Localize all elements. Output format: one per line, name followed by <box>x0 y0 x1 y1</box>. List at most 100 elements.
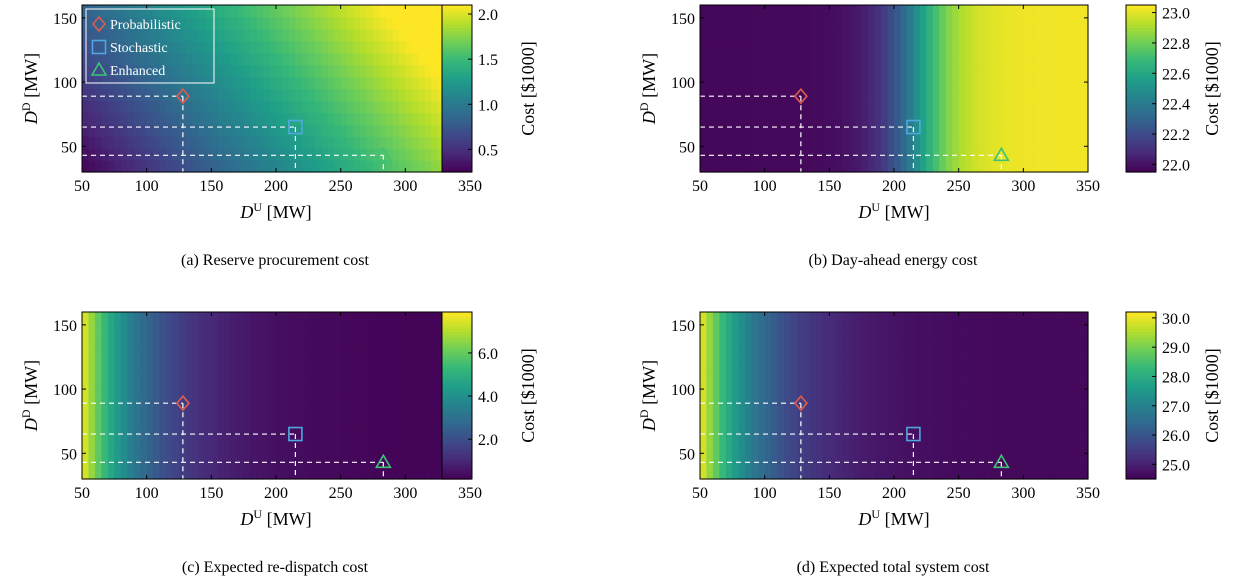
heatmap-cell <box>997 407 1005 420</box>
heatmap-cell <box>797 431 805 444</box>
heatmap-cell <box>159 160 167 173</box>
heatmap-cell <box>269 52 277 66</box>
colorbar-label: Cost [$1000] <box>1202 348 1222 443</box>
heatmap-cell <box>764 112 772 125</box>
heatmap-cell <box>997 76 1005 90</box>
heatmap-cell <box>288 443 296 456</box>
heatmap-cell <box>211 40 219 54</box>
heatmap-cell <box>133 395 141 409</box>
heatmap-cell <box>431 16 439 30</box>
heatmap-cell <box>198 335 206 349</box>
heatmap-cell <box>288 431 296 444</box>
heatmap-cell <box>751 5 759 18</box>
heatmap-cell <box>842 52 850 66</box>
heatmap-cell <box>700 52 708 66</box>
heatmap-cell <box>373 323 381 337</box>
heatmap-cell <box>945 16 953 30</box>
heatmap-cell <box>191 16 199 30</box>
heatmap-cell <box>758 323 766 337</box>
heatmap-cell <box>842 323 850 337</box>
heatmap-cell <box>107 52 115 66</box>
heatmap-cell <box>822 64 830 78</box>
heatmap-cell <box>366 88 374 102</box>
heatmap-cell <box>1055 443 1063 456</box>
heatmap-cell <box>398 40 406 54</box>
heatmap-cell <box>855 136 863 149</box>
heatmap-cell <box>159 455 167 468</box>
heatmap-cell <box>120 371 128 385</box>
y-tick-label: 150 <box>53 11 77 28</box>
heatmap-cell <box>224 5 232 18</box>
heatmap-cell <box>398 5 406 18</box>
heatmap-cell <box>392 335 400 349</box>
heatmap-cell <box>88 136 96 149</box>
heatmap-cell <box>906 160 914 173</box>
heatmap-cell <box>282 52 290 66</box>
heatmap-cell <box>1075 40 1083 54</box>
heatmap-cell <box>919 395 927 409</box>
heatmap-cell <box>1049 100 1057 113</box>
heatmap-cell <box>991 40 999 54</box>
heatmap-cell <box>939 323 947 337</box>
heatmap-cell <box>398 371 406 385</box>
heatmap-cell <box>101 323 109 337</box>
heatmap-cell <box>185 136 193 149</box>
heatmap-cell <box>1010 407 1018 420</box>
heatmap-cell <box>159 407 167 420</box>
heatmap-cell <box>172 347 180 361</box>
heatmap-cell <box>340 323 348 337</box>
colorbar-cell <box>442 163 472 168</box>
heatmap-cell <box>919 28 927 42</box>
heatmap-cell <box>758 40 766 54</box>
marker-enhanced <box>992 146 1010 162</box>
heatmap-cell <box>900 359 908 373</box>
heatmap-cell <box>913 395 921 409</box>
heatmap-cell <box>861 323 869 337</box>
heatmap-cell <box>373 335 381 349</box>
heatmap-cell <box>939 112 947 125</box>
heatmap-cell <box>861 359 869 373</box>
heatmap-cell <box>1029 323 1037 337</box>
heatmap-cell <box>771 395 779 409</box>
heatmap-cell <box>120 312 128 325</box>
heatmap-cell <box>334 136 342 149</box>
heatmap-cell <box>159 371 167 385</box>
heatmap-cell <box>874 28 882 42</box>
heatmap-cell <box>991 359 999 373</box>
heatmap-cell <box>1075 312 1083 325</box>
heatmap-cell <box>269 407 277 420</box>
heatmap-cell <box>887 136 895 149</box>
heatmap-cell <box>874 371 882 385</box>
heatmap-cell <box>719 52 727 66</box>
colorbar-tick-label: 25.0 <box>1162 457 1190 474</box>
heatmap-cell <box>153 383 161 397</box>
heatmap-cell <box>405 455 413 468</box>
heatmap-cell <box>82 124 90 137</box>
heatmap-cell <box>771 407 779 420</box>
heatmap-cell <box>411 455 419 468</box>
heatmap-cell <box>217 136 225 149</box>
heatmap-cell <box>191 88 199 102</box>
heatmap-cell <box>829 136 837 149</box>
heatmap-cell <box>295 76 303 90</box>
heatmap-cell <box>301 136 309 149</box>
heatmap-cell <box>842 76 850 90</box>
colorbar-tick-label: 0.5 <box>478 142 498 159</box>
heatmap-cell <box>881 371 889 385</box>
heatmap-cell <box>926 419 934 432</box>
heatmap-cell <box>874 112 882 125</box>
heatmap-cell <box>263 28 271 42</box>
heatmap-cell <box>179 467 187 480</box>
x-tick-label: 200 <box>264 485 288 502</box>
heatmap-cell <box>906 112 914 125</box>
heatmap-cell <box>211 28 219 42</box>
heatmap-cell <box>334 124 342 137</box>
heatmap-cell <box>424 443 432 456</box>
heatmap-cell <box>932 148 940 161</box>
heatmap-cell <box>816 323 824 337</box>
heatmap-cell <box>411 112 419 125</box>
heatmap-cell <box>725 160 733 173</box>
heatmap-cell <box>288 16 296 30</box>
heatmap-cell <box>1068 467 1076 480</box>
heatmap-cell <box>758 64 766 78</box>
